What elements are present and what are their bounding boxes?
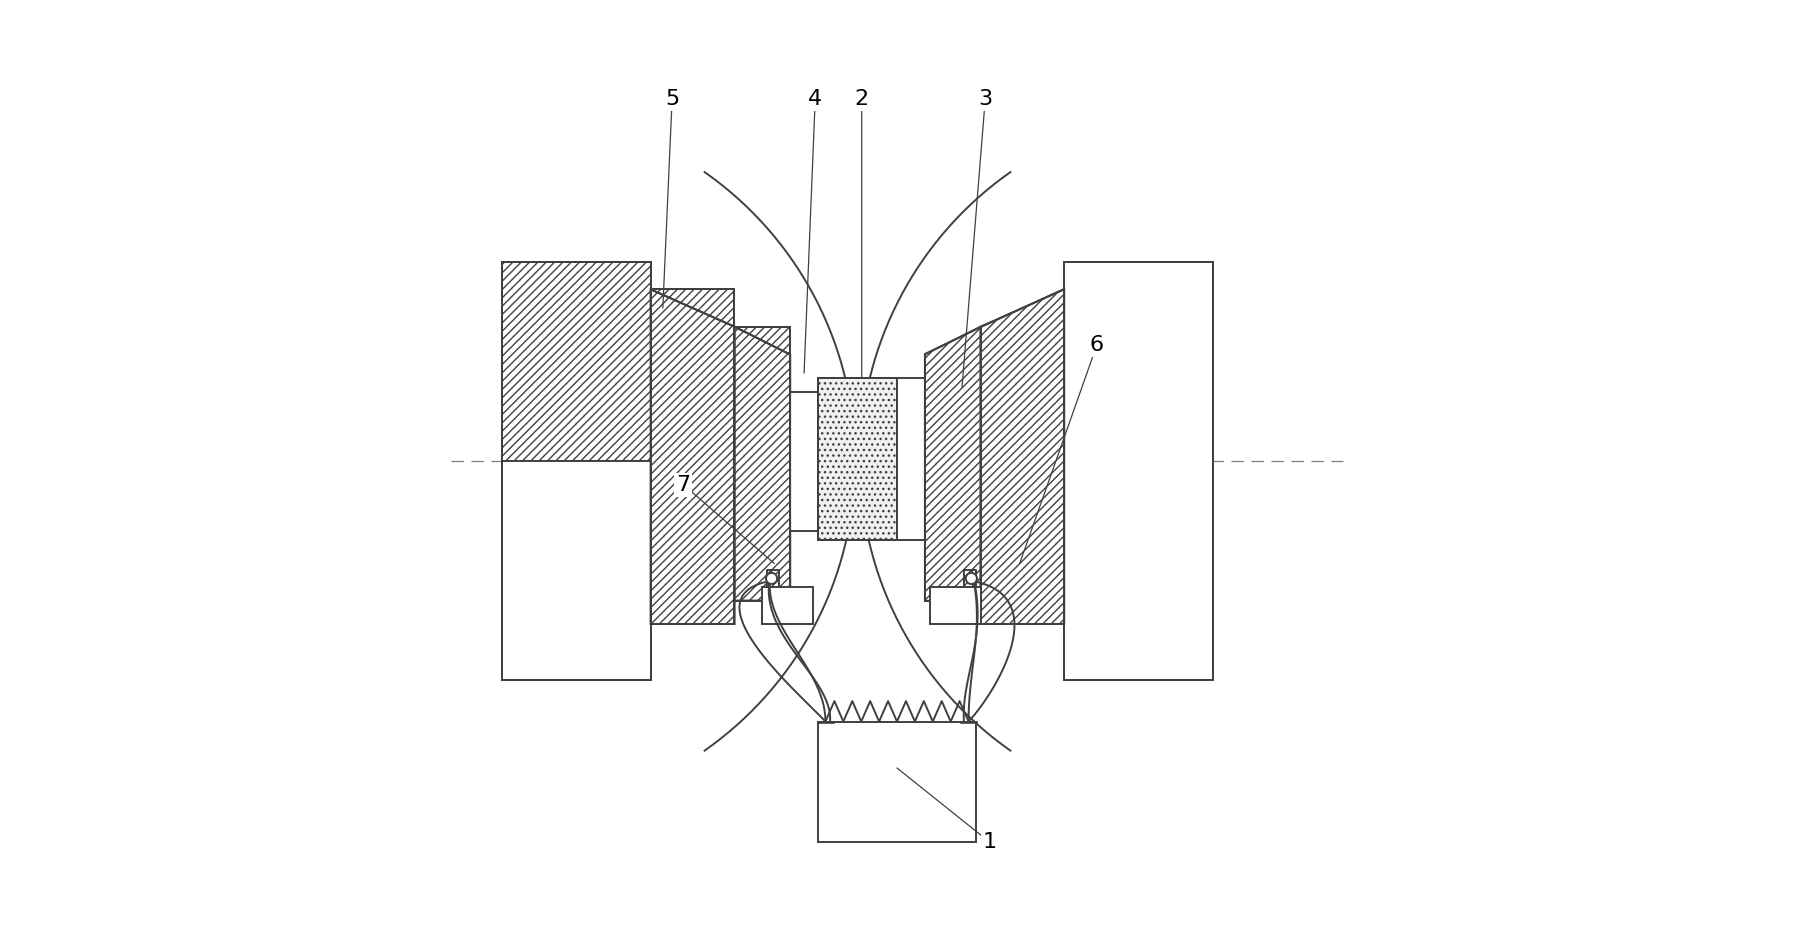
Polygon shape	[734, 326, 789, 601]
Bar	[734, 326, 789, 601]
Polygon shape	[926, 326, 981, 601]
Text: 7: 7	[676, 474, 691, 495]
Bar	[1064, 262, 1213, 461]
Bar	[789, 391, 818, 531]
Bar	[818, 377, 897, 541]
Bar	[502, 262, 651, 461]
Bar	[1064, 262, 1213, 679]
Polygon shape	[981, 290, 1064, 624]
Text: 4: 4	[807, 89, 822, 109]
Circle shape	[965, 573, 978, 584]
Bar	[502, 461, 651, 679]
Bar	[818, 377, 897, 541]
Polygon shape	[651, 290, 734, 624]
Text: 3: 3	[978, 89, 992, 109]
Bar	[502, 262, 651, 679]
Bar	[818, 721, 976, 843]
Bar	[897, 377, 926, 541]
Text: 2: 2	[854, 89, 868, 109]
Bar	[929, 587, 981, 624]
Bar	[734, 326, 789, 601]
Text: 6: 6	[1089, 336, 1103, 355]
Bar	[762, 587, 813, 624]
Text: 1: 1	[983, 832, 997, 853]
Bar	[651, 290, 734, 624]
Circle shape	[766, 573, 777, 584]
Text: 5: 5	[666, 89, 680, 109]
Bar	[651, 290, 734, 624]
Bar	[1064, 262, 1213, 679]
